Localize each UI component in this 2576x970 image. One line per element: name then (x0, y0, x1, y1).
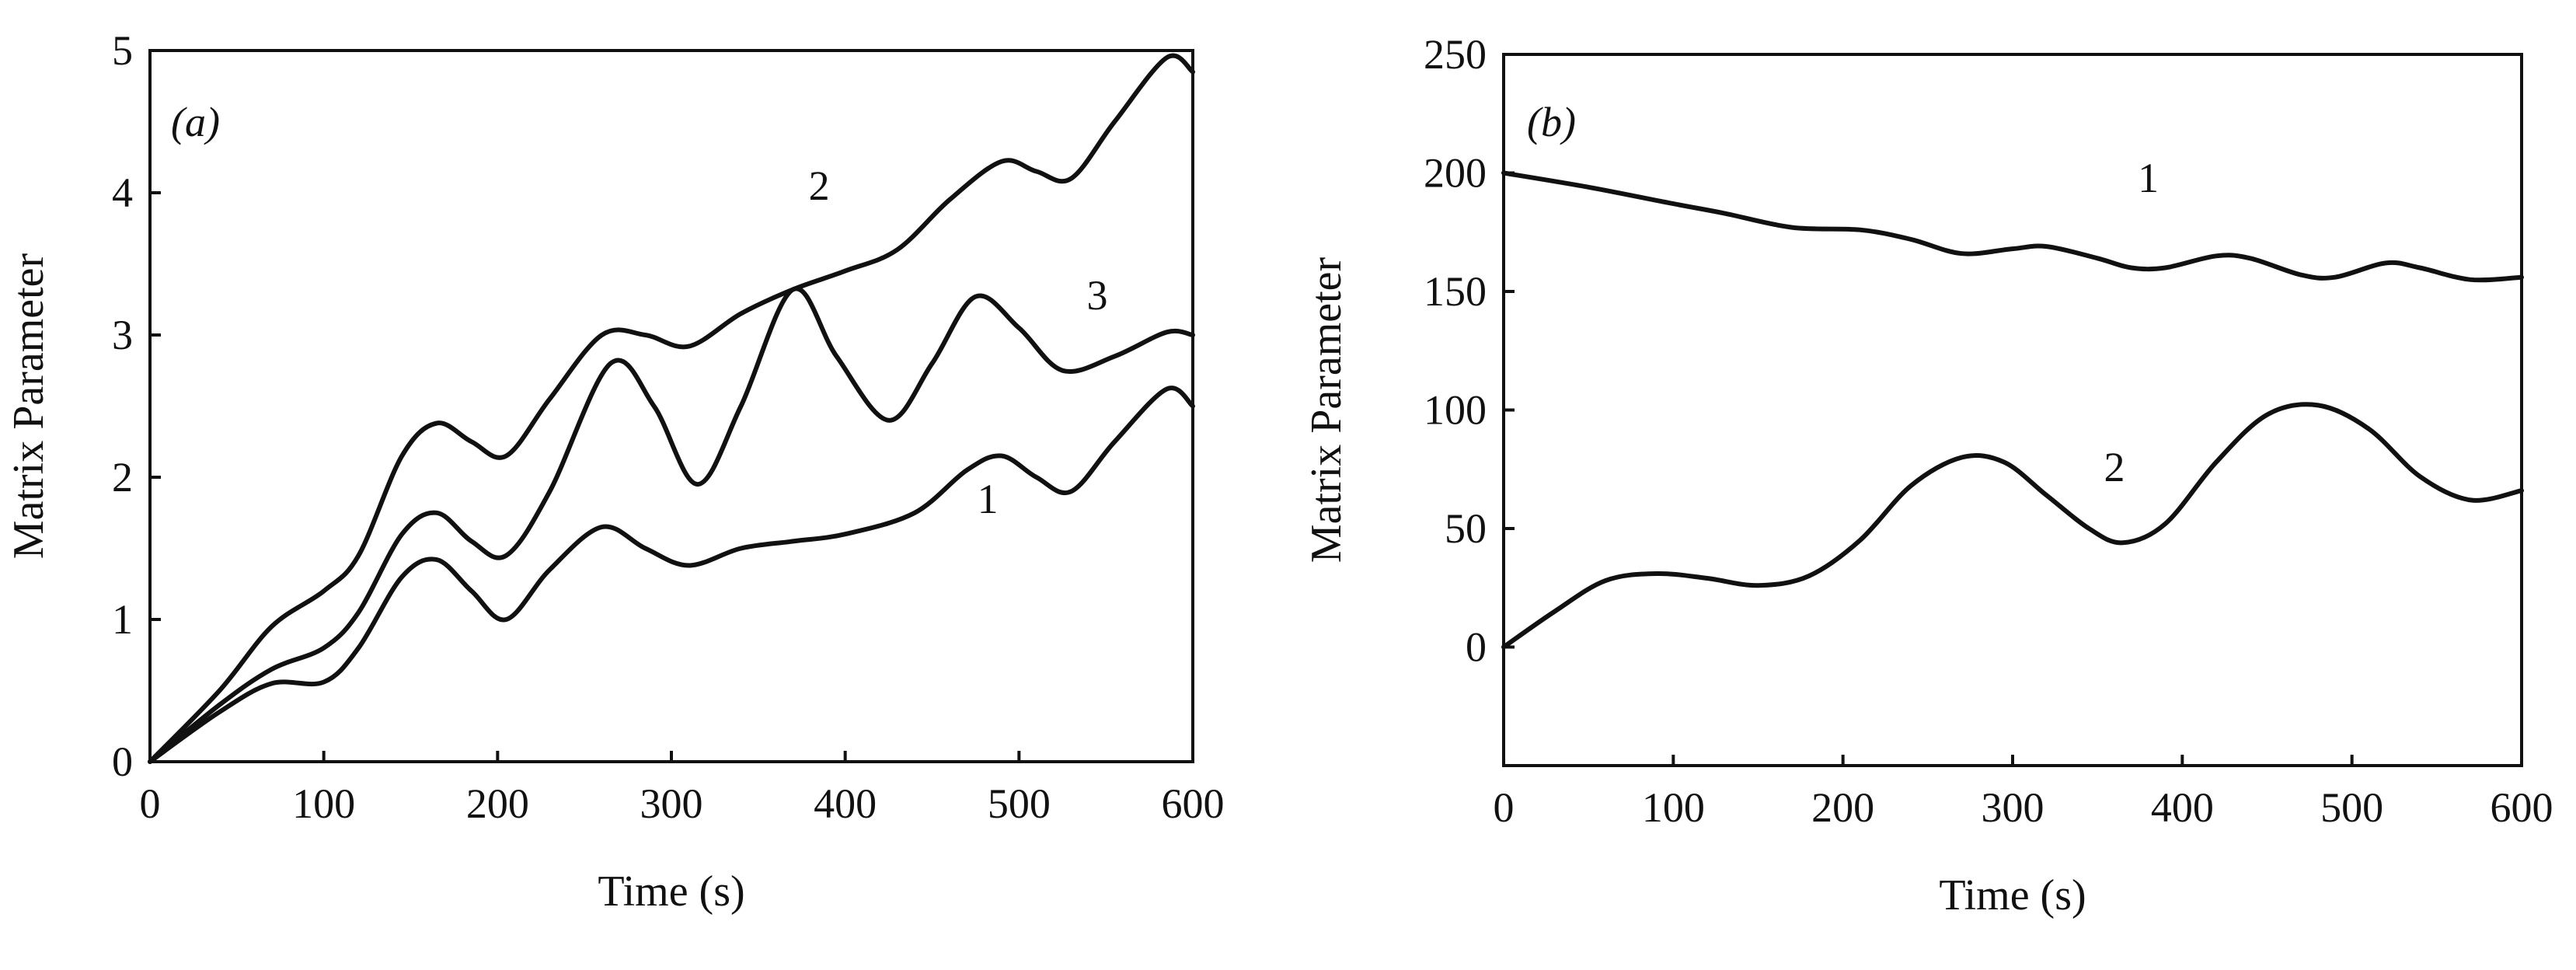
y-tick-label: 0 (1466, 624, 1487, 671)
y-tick-label: 250 (1424, 31, 1487, 78)
y-axis-title: Matrix Parameter (1302, 256, 1351, 563)
x-tick-label: 100 (1642, 784, 1705, 831)
panel-b: 0 50 100 150 200 250 0 100 200 300 400 500 600 Time (… (1302, 31, 2553, 919)
y-tick-label: 3 (112, 312, 133, 358)
y-tick-label: 150 (1424, 268, 1487, 315)
x-tick-label: 400 (814, 780, 877, 827)
series-line-3 (148, 286, 1195, 764)
curve-label-1: 1 (2138, 155, 2159, 201)
x-tick-label: 100 (292, 780, 355, 827)
y-tick-label: 2 (112, 454, 133, 501)
y-tick-label: 5 (112, 27, 133, 74)
series-line-1 (148, 386, 1195, 764)
curve-label-1: 1 (978, 476, 999, 522)
x-tick-label: 300 (640, 780, 703, 827)
series-line-1 (1501, 170, 2524, 283)
series-line-2 (1501, 402, 2524, 650)
x-tick-label: 200 (1811, 784, 1874, 831)
x-tick-label: 600 (1162, 780, 1225, 827)
x-tick-label: 600 (2491, 784, 2553, 831)
x-tick-label: 500 (988, 780, 1051, 827)
y-tick-label: 50 (1445, 505, 1487, 552)
curve-label-2: 2 (2104, 444, 2125, 490)
plot-frame (1502, 53, 2523, 767)
panel-label: (b) (1527, 99, 1576, 145)
y-tick-label: 1 (112, 596, 133, 643)
x-tick-label: 0 (140, 780, 161, 827)
x-tick-label: 200 (466, 780, 529, 827)
x-axis-title: Time (s) (1939, 871, 2086, 919)
series-line-2 (148, 53, 1195, 764)
curve-label-3: 3 (1086, 272, 1107, 319)
y-tick-label: 200 (1424, 150, 1487, 197)
x-tick-label: 500 (2320, 784, 2383, 831)
panel-label: (a) (171, 99, 220, 145)
y-tick-label: 4 (112, 169, 133, 216)
panel-a: 0 1 2 3 4 5 0 100 200 300 400 500 600 Time (s) Matrix … (5, 27, 1225, 916)
x-tick-label: 300 (1982, 784, 2044, 831)
y-tick-label: 100 (1424, 387, 1487, 434)
x-tick-label: 400 (2151, 784, 2214, 831)
x-tick-label: 0 (1494, 784, 1515, 831)
x-axis-title: Time (s) (598, 867, 744, 916)
curve-label-2: 2 (809, 162, 830, 209)
y-axis-title: Matrix Parameter (5, 253, 53, 559)
y-tick-label: 0 (112, 738, 133, 785)
